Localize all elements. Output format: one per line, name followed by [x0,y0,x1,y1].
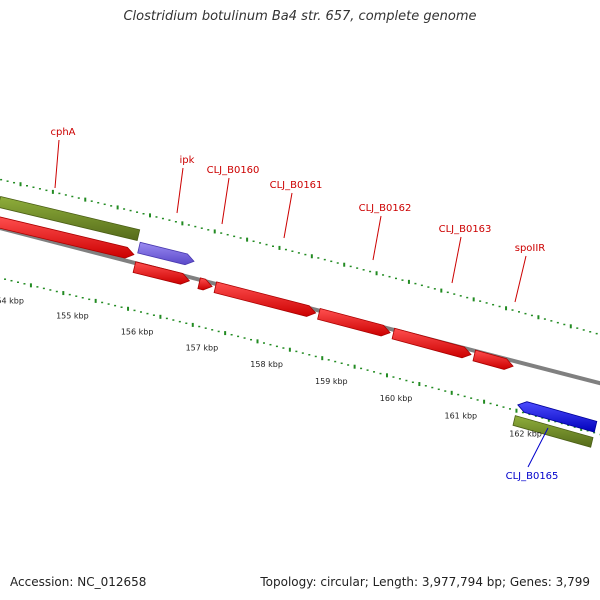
axis-tick-label: 158 kbp [250,360,283,369]
gene-label[interactable]: spoIIR [515,243,546,254]
feature-CLJ_B0163[interactable] [472,349,514,370]
feature-cphA[interactable] [0,196,141,241]
feature-layer [0,196,598,448]
axis-tick-label: 159 kbp [315,377,348,386]
leader-line [527,427,549,468]
genome-summary: Topology: circular; Length: 3,977,794 bp… [260,575,590,589]
leader-line [514,255,527,303]
gene-label[interactable]: CLJ_B0165 [506,471,559,482]
gene-label[interactable]: ipk [180,155,195,166]
leader-line [176,167,184,214]
feature-ipk[interactable] [137,241,195,266]
axis-tick-label: 157 kbp [186,344,219,353]
feature-CLJ_B0165[interactable] [517,401,598,433]
axis-tick-label: 156 kbp [121,327,154,336]
gene-label[interactable]: CLJ_B0163 [439,224,492,235]
axis-tick-label: 161 kbp [445,411,478,420]
map-title: Clostridium botulinum Ba4 str. 657, comp… [123,9,477,24]
axis-tick-label: 162 kbp [509,429,542,438]
feature-CLJ_B0165-gene[interactable] [512,415,594,448]
leader-line [372,215,382,261]
gene-label[interactable]: cphA [50,127,75,138]
leader-line [54,139,60,189]
leader-line [283,192,293,239]
gene-label[interactable]: CLJ_B0161 [270,180,323,191]
feature-CLJ_B0161[interactable] [317,308,391,337]
feature-cphA-cds[interactable] [0,216,135,259]
feature-small-cds[interactable] [197,277,213,291]
axis-tick-label: 160 kbp [380,394,413,403]
feature-CLJ_B0162[interactable] [391,327,472,359]
feature-ipk-cds[interactable] [132,261,191,285]
axis-tick-label: 155 kbp [56,312,89,321]
axis-tick-label: 154 kbp [0,296,24,305]
feature-CLJ_B0160[interactable] [213,281,317,317]
label-layer: 154 kbp 155 kbp 156 kbp 157 kbp 158 kbp 159 k… [0,127,558,482]
leader-line [221,177,230,225]
gene-label[interactable]: CLJ_B0162 [359,203,412,214]
leader-line [451,236,462,284]
gene-label[interactable]: CLJ_B0160 [207,165,260,176]
accession-text: Accession: NC_012658 [10,575,147,589]
